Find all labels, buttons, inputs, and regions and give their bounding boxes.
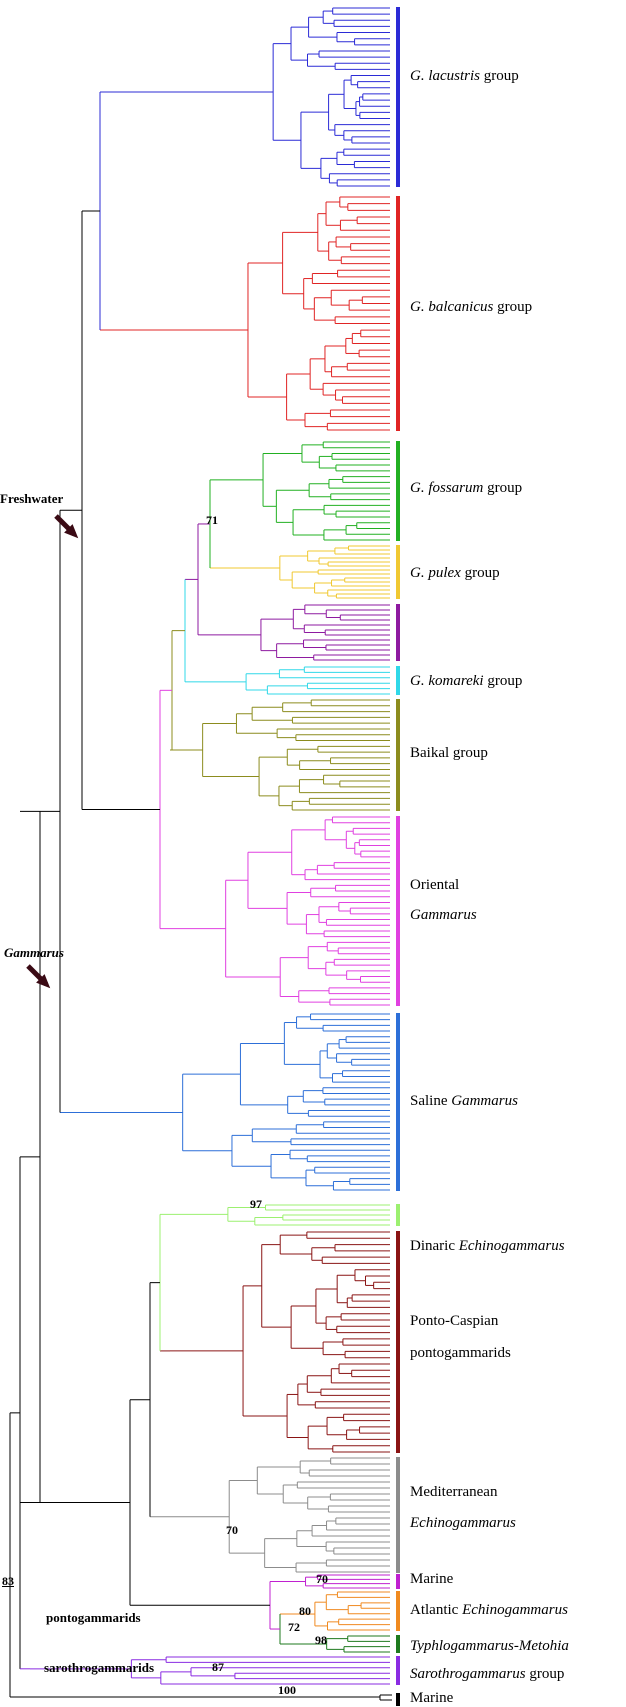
node-label-sarothrogammarids: sarothrogammarids [44,1660,155,1675]
node-label-pontogammarids: pontogammarids [46,1610,141,1625]
group-label-ponto-line2: pontogammarids [410,1345,511,1361]
group-label-atlantic: Atlantic Echinogammarus [410,1602,568,1618]
group-label-lacustris: G. lacustris group [410,68,519,84]
group-label-pulex: G. pulex group [410,565,500,581]
group-label-typhlogammarus: Typhlogammarus-Metohia [410,1638,569,1654]
support-value: 70 [316,1572,328,1586]
group-label-oriental-line1: Oriental [410,877,460,893]
node-label-gammarus: Gammarus [4,945,64,960]
group-label-sarothrogammarus: Sarothrogammarus group [410,1666,565,1682]
group-label-mediterranean-line1: Mediterranean [410,1484,498,1500]
support-value: 70 [226,1523,238,1537]
group-label-oriental-line2: Gammarus [410,907,477,923]
freshwater-arrow-head [64,524,79,539]
group-label-marine-2: Marine [410,1690,454,1706]
group-label-ponto-line1: Ponto-Caspian [410,1313,499,1329]
group-label-baikal: Baikal group [410,745,488,761]
support-value: 87 [212,1660,224,1674]
support-value: 80 [299,1604,311,1618]
support-value: 100 [278,1683,296,1697]
group-label-balcanicus: G. balcanicus group [410,299,533,315]
node-label-freshwater: Freshwater [0,491,64,506]
support-value: 97 [250,1197,262,1211]
group-label-mediterranean-line2: Echinogammarus [410,1515,516,1531]
support-value: 83 [2,1574,14,1588]
group-label-marine-1: Marine [410,1571,454,1587]
support-value: 98 [315,1633,327,1647]
group-label-saline: Saline Gammarus [410,1093,518,1109]
group-label-komareki: G. komareki group [410,673,523,689]
group-label-dinaric: Dinaric Echinogammarus [410,1238,565,1254]
support-value: 72 [288,1620,300,1634]
group-label-fossarum: G. fossarum group [410,480,523,496]
gammarus-arrow-head [36,974,51,989]
support-value: 71 [206,513,218,527]
